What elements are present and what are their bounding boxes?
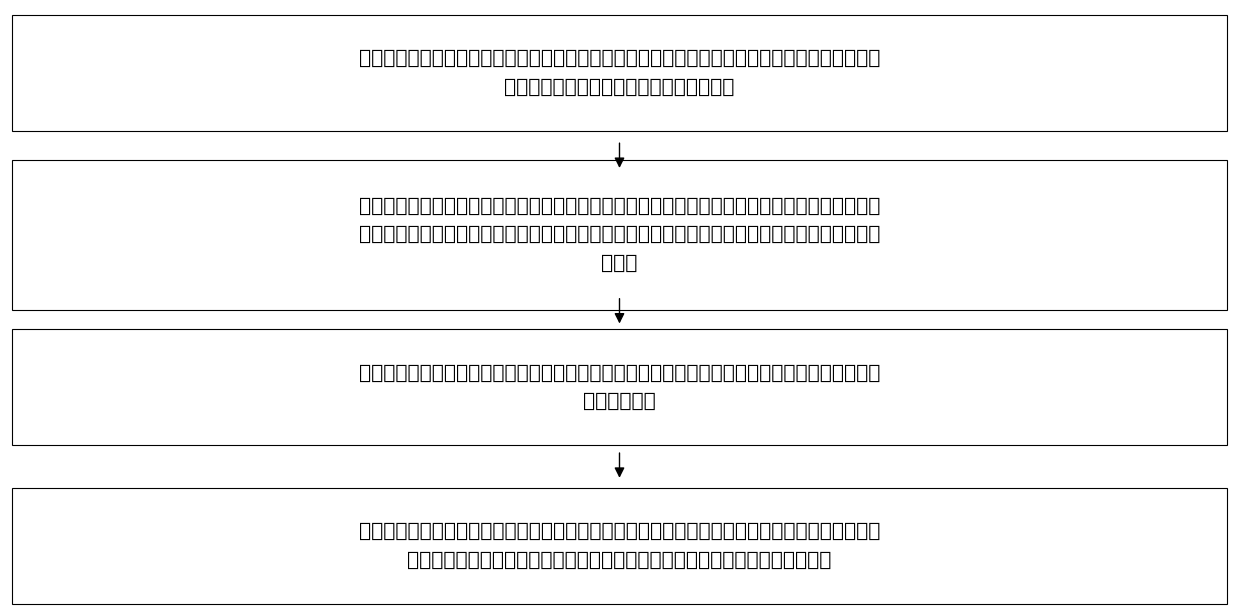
Text: 目标移动过程中，工件坐标系随之变化，定义初始时刻的工件坐标系为世界坐标系；定义激光跟踪
测量设备自身的笛卡尔坐标系为激光跟踪测量坐标系，标定世界坐标系与激光跟踪: 目标移动过程中，工件坐标系随之变化，定义初始时刻的工件坐标系为世界坐标系；定义激… (359, 196, 880, 273)
Text: 使惯性测量装置与被测目标始终保持刚性连接关系，以表面多个基准点建立工件坐标系，并标定工
件坐标系与惯性测量装置坐标系的转换关系: 使惯性测量装置与被测目标始终保持刚性连接关系，以表面多个基准点建立工件坐标系，并… (359, 49, 880, 97)
FancyBboxPatch shape (12, 160, 1227, 310)
FancyBboxPatch shape (12, 488, 1227, 604)
FancyBboxPatch shape (12, 15, 1227, 131)
Text: 根据标定结果，将惯性测量装置的高频率测量结果转换到激光跟踪测量坐标系下，将基准点位置实
时反馈到激光跟踪测量设备，引导激光束逐个对准基准点，完成多目标自动测量: 根据标定结果，将惯性测量装置的高频率测量结果转换到激光跟踪测量坐标系下，将基准点… (359, 522, 880, 570)
Text: 惯性测量装置自主连续地测量目标位姿，利用激光跟踪测量设备高精度的测量结果修正惯性测量装
置的累积误差: 惯性测量装置自主连续地测量目标位姿，利用激光跟踪测量设备高精度的测量结果修正惯性… (359, 364, 880, 411)
FancyBboxPatch shape (12, 329, 1227, 445)
